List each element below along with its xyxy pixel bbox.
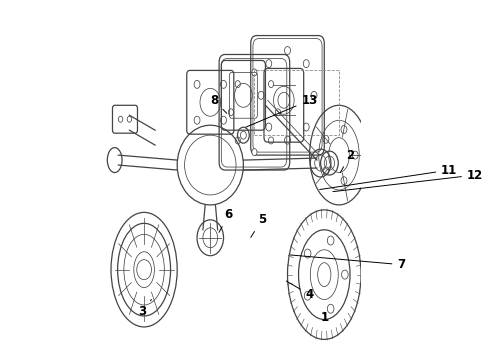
Text: 11: 11 — [319, 163, 458, 190]
Circle shape — [303, 123, 309, 131]
Circle shape — [285, 136, 291, 144]
Circle shape — [258, 91, 264, 99]
Circle shape — [228, 109, 233, 116]
Circle shape — [285, 46, 291, 54]
Circle shape — [252, 149, 257, 156]
Circle shape — [269, 81, 273, 87]
Circle shape — [266, 123, 272, 131]
Circle shape — [266, 60, 272, 68]
Circle shape — [252, 69, 257, 76]
Bar — [254, 71, 339, 135]
Text: 1: 1 — [320, 311, 328, 324]
Circle shape — [275, 109, 281, 116]
Text: 8: 8 — [210, 94, 227, 113]
Text: 12: 12 — [333, 168, 483, 192]
Text: 13: 13 — [246, 94, 318, 127]
Circle shape — [235, 81, 241, 87]
Circle shape — [269, 137, 273, 144]
Circle shape — [303, 60, 309, 68]
Text: 4: 4 — [286, 281, 314, 301]
Text: 3: 3 — [138, 300, 151, 318]
Circle shape — [235, 137, 241, 144]
Text: 5: 5 — [251, 213, 266, 237]
Text: 9: 9 — [0, 359, 1, 360]
Text: 2: 2 — [341, 149, 354, 172]
Text: 10: 10 — [0, 359, 1, 360]
Circle shape — [311, 91, 317, 99]
Text: 7: 7 — [290, 255, 406, 271]
Text: 6: 6 — [219, 208, 233, 232]
